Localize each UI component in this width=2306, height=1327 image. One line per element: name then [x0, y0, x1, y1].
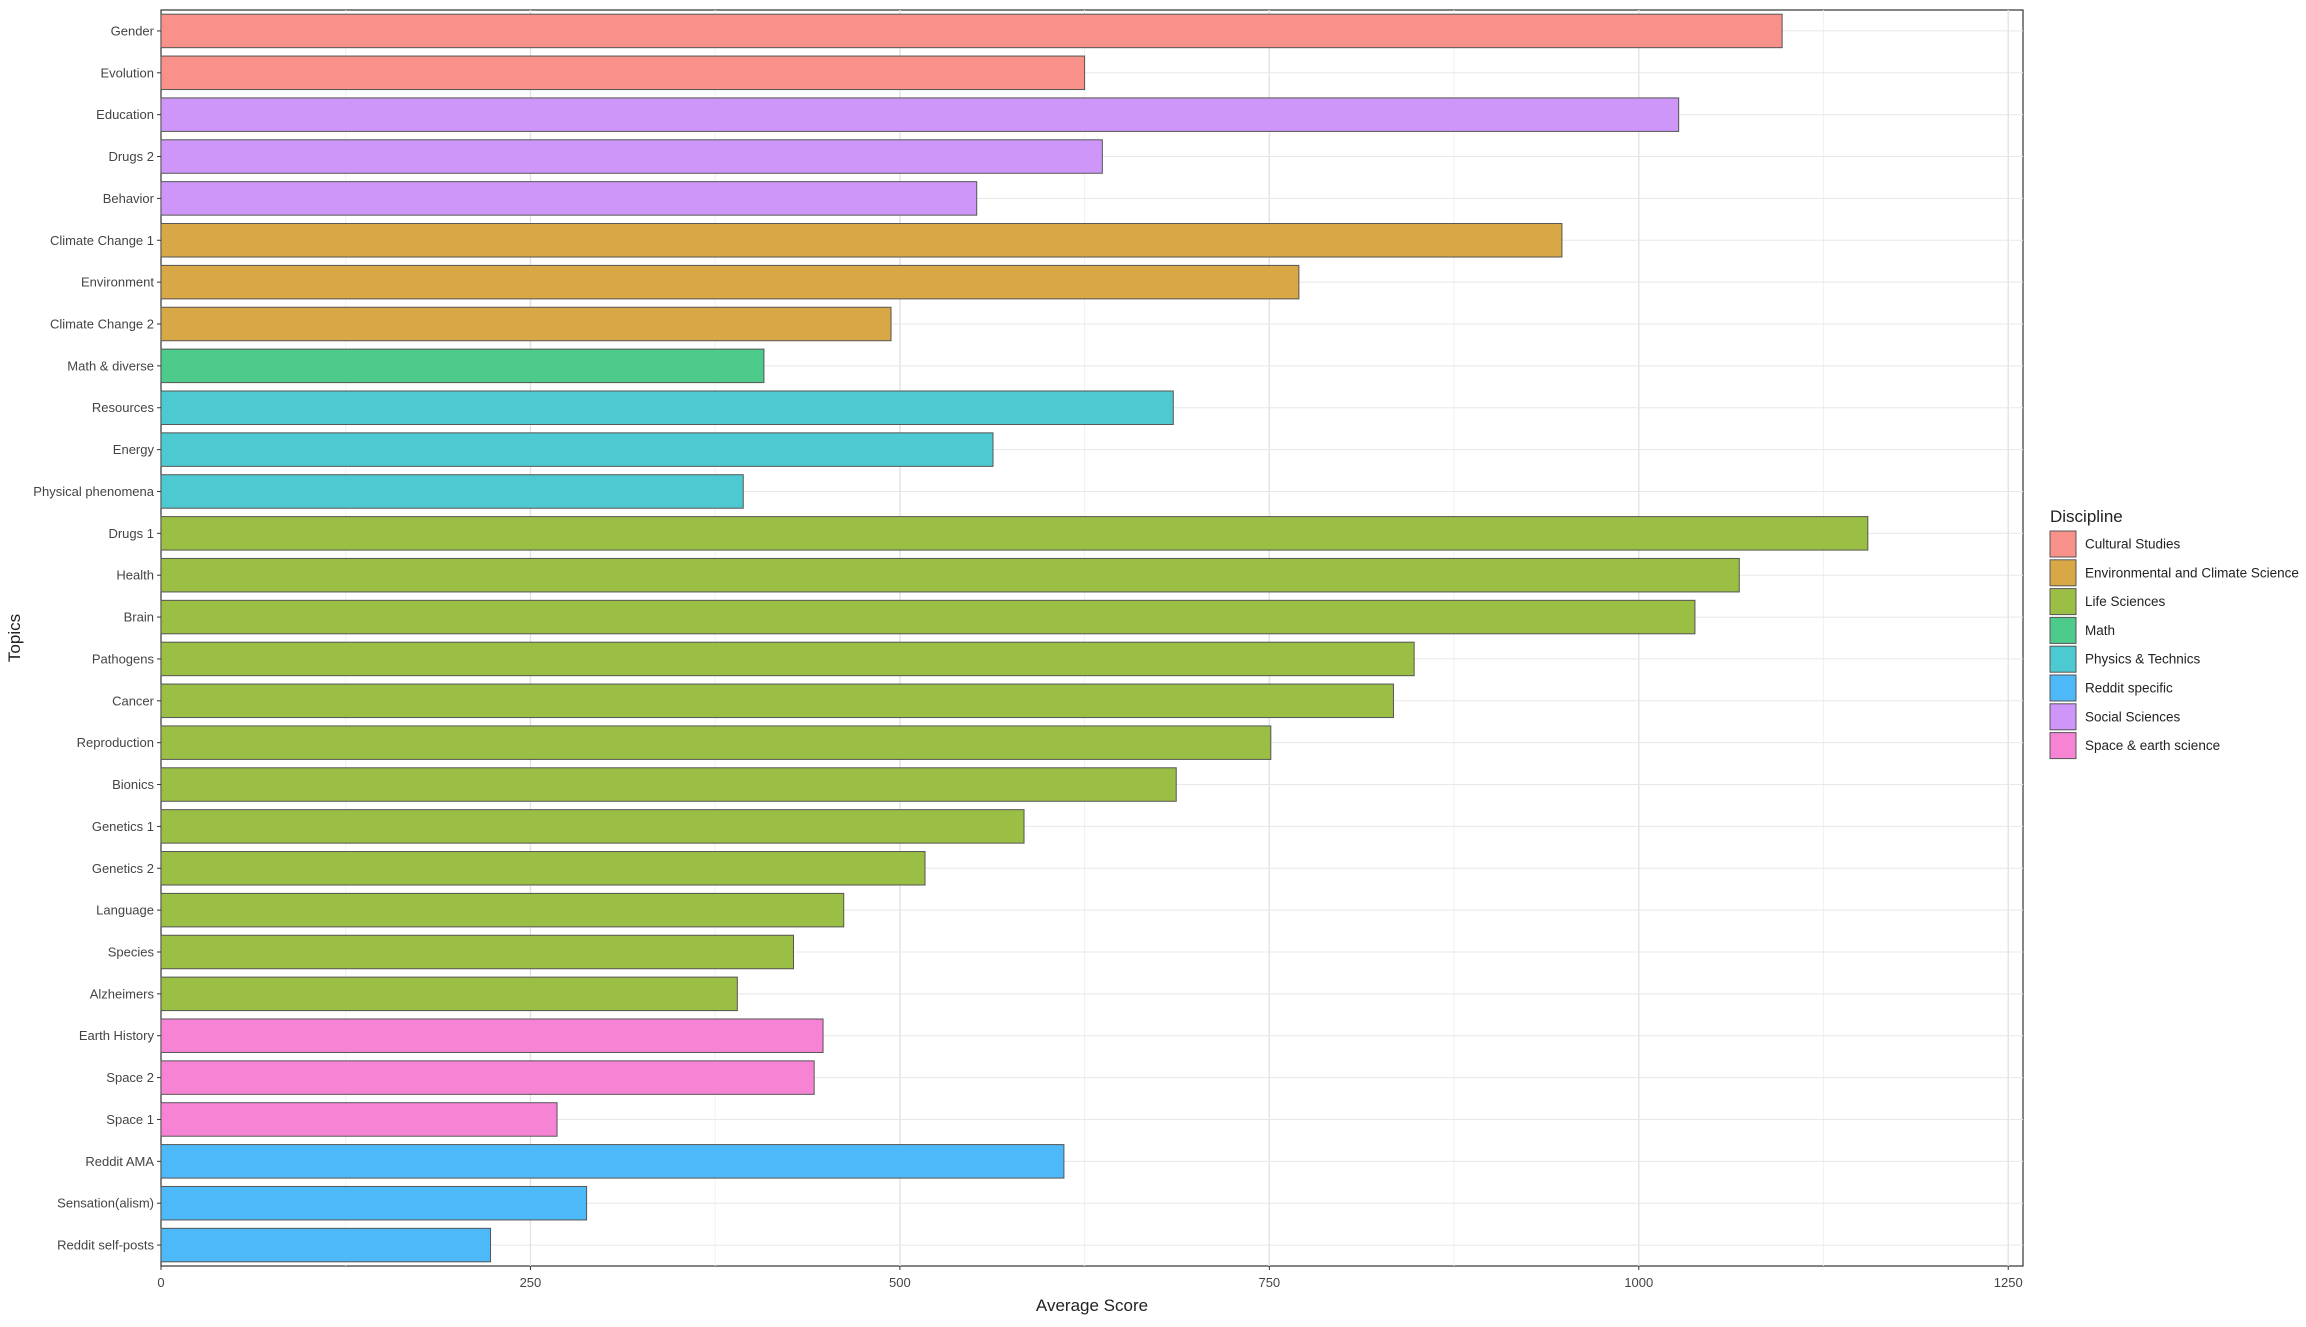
- bar: [160, 1227, 492, 1263]
- y-tick-label: Drugs 2: [108, 149, 154, 164]
- bar: [160, 223, 1563, 258]
- y-tick-label: Space 1: [106, 1112, 154, 1127]
- y-tick-label: Pathogens: [92, 651, 155, 666]
- x-tick-label: 0: [157, 1275, 164, 1290]
- bar: [160, 892, 845, 928]
- bar: [160, 432, 994, 467]
- bar: [160, 181, 978, 216]
- y-tick-label: Education: [96, 107, 154, 122]
- y-tick-label: Math & diverse: [67, 358, 154, 373]
- y-tick-label: Health: [116, 568, 154, 583]
- legend-label: Cultural Studies: [2085, 537, 2181, 552]
- bar: [160, 390, 1174, 425]
- bar: [160, 1060, 815, 1095]
- legend-key: [2049, 559, 2077, 587]
- legend-label: Math: [2085, 623, 2115, 638]
- bar: [160, 599, 1696, 635]
- plot-panel: [160, 9, 2024, 1267]
- bar: [160, 725, 1272, 760]
- bar: [160, 306, 892, 342]
- bar: [160, 348, 765, 384]
- legend-key: [2049, 616, 2077, 644]
- x-axis-title: Average Score: [1036, 1296, 1148, 1315]
- bar: [160, 767, 1177, 802]
- legend-label: Physics & Technics: [2085, 652, 2201, 667]
- y-tick-label: Climate Change 1: [50, 233, 154, 248]
- x-tick-label: 750: [1258, 1275, 1280, 1290]
- legend-key: [2049, 645, 2077, 673]
- legend-label: Life Sciences: [2085, 594, 2166, 609]
- y-tick-label: Environment: [81, 275, 154, 290]
- y-tick-label: Climate Change 2: [50, 317, 154, 332]
- legend-title: Discipline: [2050, 507, 2123, 526]
- legend-key: [2049, 732, 2077, 760]
- bar: [160, 474, 744, 509]
- legend-label: Environmental and Climate Science: [2085, 565, 2299, 580]
- y-tick-label: Cancer: [112, 693, 155, 708]
- y-tick-label: Species: [108, 945, 155, 960]
- legend-key: [2049, 530, 2077, 558]
- axes-layer: Gender Evolution Education Drugs 2 Behavior C…: [33, 23, 2022, 1290]
- y-tick-label: Physical phenomena: [33, 484, 154, 499]
- bar: [160, 97, 1680, 132]
- bar: [160, 809, 1025, 844]
- legend-label: Space & earth science: [2085, 738, 2220, 753]
- y-tick-label: Gender: [111, 23, 155, 38]
- bar: [160, 13, 1783, 49]
- bar: [160, 1144, 1065, 1179]
- bar: [160, 55, 1086, 91]
- legend-label: Social Sciences: [2085, 709, 2181, 724]
- x-tick-label: 500: [889, 1275, 911, 1290]
- y-tick-label: Genetics 1: [92, 819, 154, 834]
- x-tick-label: 1000: [1624, 1275, 1653, 1290]
- legend-key: [2049, 588, 2077, 616]
- bar: [160, 683, 1394, 719]
- y-tick-label: Space 2: [106, 1070, 154, 1085]
- grid-layer: [160, 9, 2024, 1267]
- legend-key: [2049, 674, 2077, 702]
- bar: [160, 557, 1740, 593]
- y-tick-label: Bionics: [112, 777, 154, 792]
- bar: [160, 641, 1415, 677]
- y-tick-label: Reddit AMA: [85, 1154, 154, 1169]
- bar: [160, 1185, 588, 1221]
- y-tick-label: Earth History: [79, 1028, 155, 1043]
- legend: Cultural Studies Environmental and Climat…: [2049, 530, 2299, 760]
- legend-label: Reddit specific: [2085, 681, 2173, 696]
- legend-key: [2049, 703, 2077, 731]
- y-axis-title: Topics: [5, 614, 24, 662]
- y-tick-label: Reproduction: [77, 735, 154, 750]
- y-tick-label: Alzheimers: [90, 986, 155, 1001]
- bar: [160, 1018, 824, 1053]
- bars-layer: [160, 13, 1869, 1263]
- y-tick-label: Resources: [92, 400, 155, 415]
- y-tick-label: Brain: [124, 610, 154, 625]
- bar: [160, 934, 794, 970]
- bar: [160, 976, 738, 1012]
- y-tick-label: Energy: [113, 442, 155, 457]
- y-tick-label: Drugs 1: [108, 526, 154, 541]
- bar: [160, 851, 926, 886]
- y-tick-label: Sensation(alism): [57, 1196, 154, 1211]
- y-tick-label: Genetics 2: [92, 861, 154, 876]
- bar: [160, 264, 1300, 300]
- y-tick-label: Reddit self-posts: [57, 1238, 154, 1253]
- x-tick-label: 1250: [1994, 1275, 2023, 1290]
- y-tick-label: Evolution: [101, 65, 154, 80]
- bar: [160, 139, 1103, 174]
- x-tick-label: 250: [520, 1275, 542, 1290]
- bar: [160, 1102, 558, 1137]
- bar: [160, 516, 1869, 551]
- y-tick-label: Behavior: [103, 191, 155, 206]
- y-tick-label: Language: [96, 903, 154, 918]
